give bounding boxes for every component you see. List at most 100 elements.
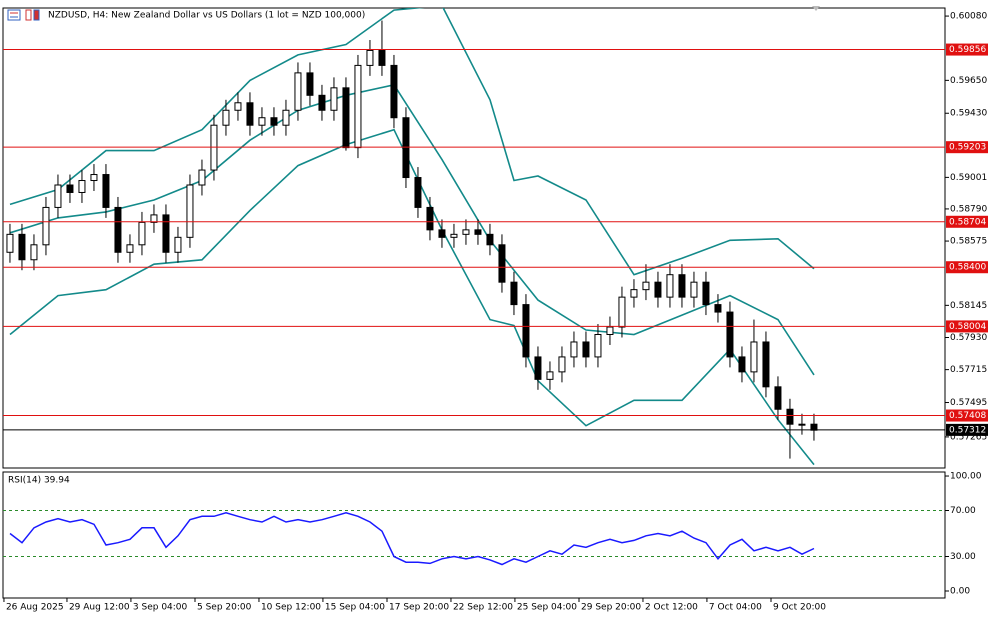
candle-body [726, 311, 734, 358]
candle-body [282, 109, 290, 126]
x-tick-label: 29 Aug 12:00 [69, 603, 130, 613]
x-tick-label: 9 Oct 20:00 [773, 603, 826, 613]
y-tick-label: 0.58575 [950, 237, 987, 247]
x-tick-label: 25 Sep 04:00 [517, 603, 577, 613]
candle-body [78, 180, 86, 193]
candle-body [450, 233, 458, 238]
candle-body [54, 184, 62, 208]
candle-body [222, 109, 230, 126]
plot-area [3, 8, 945, 466]
candle-body [102, 174, 110, 208]
x-tick-label: 7 Oct 04:00 [709, 603, 762, 613]
candle-body [618, 296, 626, 328]
candle-body [678, 274, 686, 298]
candle-body [390, 64, 398, 119]
candle-body [354, 64, 362, 149]
candle-body [582, 341, 590, 358]
candle-body [666, 274, 674, 298]
x-tick-label: 17 Sep 20:00 [389, 603, 449, 613]
rsi-line [9, 512, 815, 566]
candle-body [414, 177, 422, 208]
candle-body [138, 221, 146, 246]
candle-body [126, 244, 134, 253]
candle-body [30, 244, 38, 261]
candle-body [546, 371, 554, 380]
level-label: 0.59856 [949, 45, 986, 55]
x-tick-label: 15 Sep 04:00 [325, 603, 385, 613]
candle-body [498, 244, 506, 283]
chart-title: NZDUSD, H4: New Zealand Dollar vs US Dol… [48, 11, 365, 21]
candle-body [90, 174, 98, 182]
x-tick-label: 10 Sep 12:00 [261, 603, 321, 613]
candle-body [66, 184, 74, 193]
candle-body [18, 233, 26, 261]
candle-body [630, 289, 638, 298]
candle-body [198, 169, 206, 186]
candle-body [810, 423, 818, 431]
current-price-label: 0.57312 [949, 425, 986, 435]
x-tick-label: 2 Oct 12:00 [645, 603, 698, 613]
candle-body [738, 356, 746, 373]
candle-body [162, 214, 170, 253]
candle-body [258, 117, 266, 126]
toolbar-icons [7, 9, 40, 21]
candle-body [234, 102, 242, 111]
y-tick-label: 0.59001 [950, 173, 987, 183]
y-tick-label: 0.58790 [950, 204, 987, 214]
level-label: 0.58400 [949, 263, 986, 273]
plot-area [3, 510, 945, 566]
candle-body [594, 333, 602, 358]
level-tag [946, 43, 988, 56]
candle-body [114, 206, 122, 253]
candle-body [378, 49, 386, 66]
y-tick-label: 100.00 [950, 472, 982, 482]
x-tick-label: 29 Sep 20:00 [581, 603, 641, 613]
candle-body [522, 304, 530, 358]
candle-body [150, 214, 158, 223]
level-label: 0.58004 [949, 322, 986, 332]
candle-body [534, 356, 542, 380]
candle-body [474, 229, 482, 235]
candle-body [654, 281, 662, 298]
x-tick-label: 5 Sep 20:00 [197, 603, 252, 613]
y-tick-label: 30.00 [950, 552, 976, 562]
x-tick-label: 26 Aug 2025 [6, 603, 64, 613]
y-tick-label: 0.60080 [950, 12, 987, 22]
candle-body [306, 72, 314, 96]
indicator-title: RSI(14) 39.94 [8, 476, 70, 486]
candle-body [690, 281, 698, 298]
candle-body [174, 236, 182, 253]
level-label: 0.58704 [949, 217, 986, 227]
candle-body [426, 206, 434, 231]
y-tick-label: 70.00 [950, 506, 976, 516]
x-tick-label: 3 Sep 04:00 [133, 603, 188, 613]
band-upper [9, 8, 815, 276]
rsi-panel [2, 471, 946, 599]
candle-body [762, 341, 770, 388]
candle-body [270, 117, 278, 126]
candle-body [186, 184, 194, 238]
candle-body [774, 386, 782, 410]
level-tag [946, 320, 988, 333]
candle-body [366, 49, 374, 66]
y-tick-label: 0.59650 [950, 76, 987, 86]
candle-body [438, 229, 446, 238]
candle-body [570, 341, 578, 358]
level-tag [946, 215, 988, 228]
candle-body [330, 87, 338, 111]
level-label: 0.57408 [949, 411, 986, 421]
current-price-tag [946, 423, 988, 436]
y-tick-label: 0.59430 [950, 109, 987, 119]
price-panel [2, 7, 946, 469]
candle-body [342, 87, 350, 149]
candle-body [462, 229, 470, 235]
level-tag [946, 409, 988, 422]
candle-body [714, 304, 722, 313]
level-label: 0.59203 [949, 143, 986, 153]
candle-body [798, 423, 806, 426]
candle-body [786, 408, 794, 425]
y-tick-label: 0.57265 [950, 432, 987, 442]
y-tick-label: 0.57715 [950, 365, 987, 375]
level-tag [946, 261, 988, 274]
band-middle [9, 83, 815, 376]
